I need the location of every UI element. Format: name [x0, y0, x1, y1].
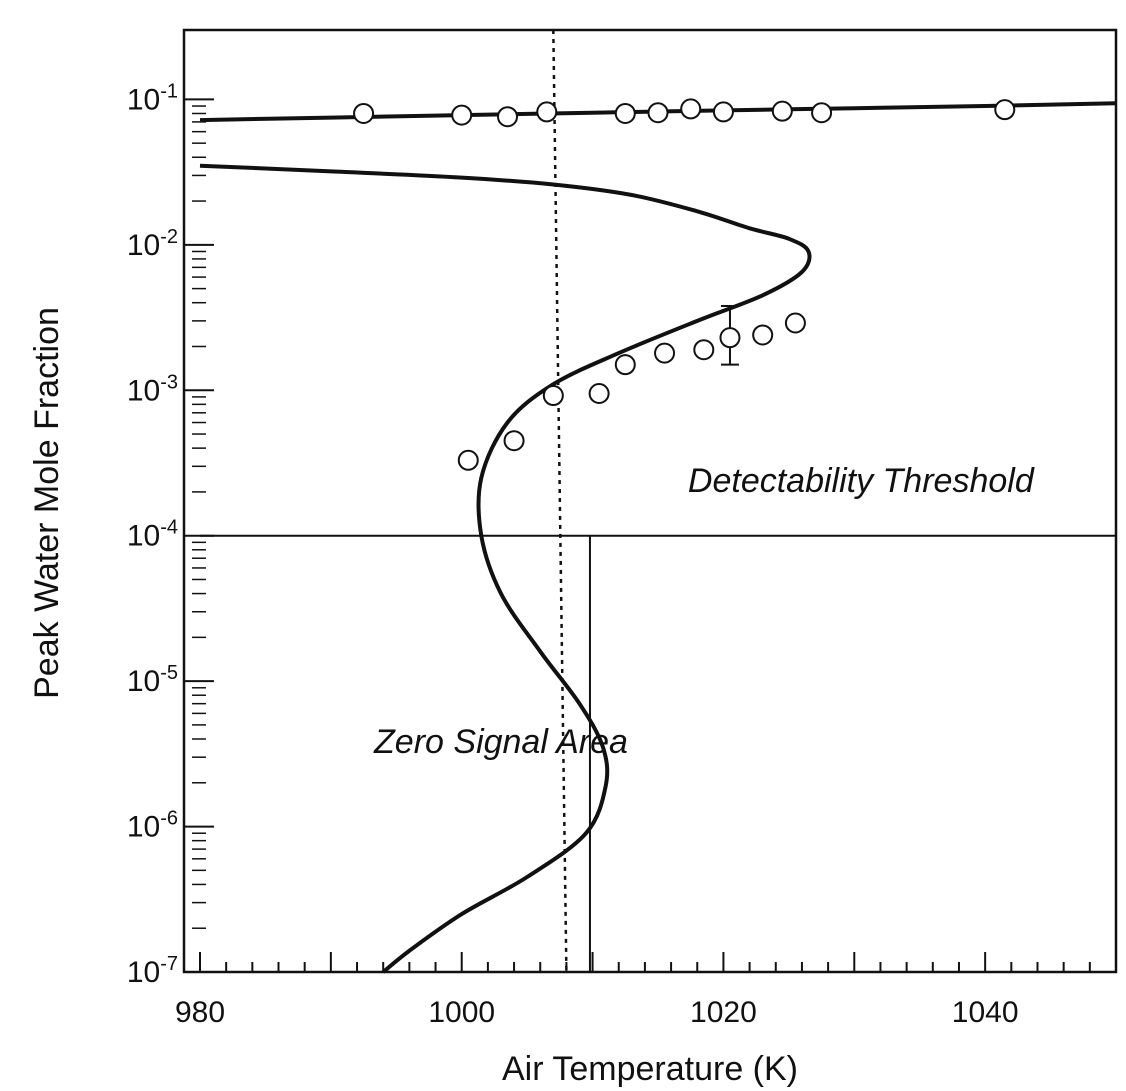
- y-tick-base: 10: [127, 520, 160, 553]
- data-point: [542, 385, 564, 407]
- x-tick-label: 1020: [690, 996, 757, 1029]
- y-tick-label: 10-4: [127, 517, 178, 553]
- data-lines: [199, 29, 1117, 974]
- y-tick-exponent: -2: [160, 226, 178, 248]
- data-point: [647, 102, 669, 124]
- data-point: [536, 101, 558, 123]
- vertical-line-4: [552, 29, 568, 973]
- y-axis-title: Peak Water Mole Fraction: [28, 307, 66, 699]
- plot-frame: [182, 28, 1118, 974]
- annotation-zero-signal-area: Zero Signal Area: [373, 723, 628, 761]
- y-tick-label: 10-5: [127, 662, 178, 698]
- y-tick-label: 10-3: [127, 371, 178, 407]
- x-tick-label: 1040: [952, 996, 1019, 1029]
- y-tick-exponent: -6: [160, 808, 178, 830]
- data-point: [457, 449, 479, 471]
- data-point: [503, 430, 525, 452]
- data-point: [588, 382, 610, 404]
- axes: 980 1000 1020 104010-710-610-510-410-310-21…: [127, 80, 1117, 1029]
- data-point: [811, 102, 833, 124]
- x-tick-label: 980: [175, 996, 225, 1029]
- data-markers: [353, 98, 1016, 471]
- data-point: [497, 106, 519, 128]
- data-point: [712, 101, 734, 123]
- y-tick-base: 10: [127, 83, 160, 116]
- data-point: [693, 339, 715, 361]
- y-tick-base: 10: [127, 229, 160, 262]
- y-tick-base: 10: [127, 374, 160, 407]
- data-point: [994, 99, 1016, 121]
- data-point: [614, 354, 636, 376]
- data-point: [353, 102, 375, 124]
- data-point: [654, 342, 676, 364]
- y-tick-base: 10: [127, 665, 160, 698]
- y-tick-exponent: -5: [160, 662, 178, 684]
- y-tick-label: 10-1: [127, 80, 178, 116]
- y-tick-exponent: -3: [160, 371, 178, 393]
- y-tick-exponent: -1: [160, 80, 178, 102]
- y-tick-base: 10: [127, 811, 160, 844]
- y-tick-label: 10-2: [127, 226, 178, 262]
- data-point: [752, 324, 774, 346]
- x-tick-label: 1000: [428, 996, 495, 1029]
- y-tick-exponent: -7: [160, 953, 178, 975]
- data-point: [784, 312, 806, 334]
- y-tick-label: 10-7: [127, 953, 178, 989]
- y-tick-label: 10-6: [127, 808, 178, 844]
- annotation-detectability-threshold: Detectability Threshold: [688, 462, 1035, 500]
- data-point: [451, 104, 473, 126]
- x-axis-title: Air Temperature (K): [502, 1050, 798, 1088]
- data-point: [680, 98, 702, 120]
- y-tick-exponent: -4: [160, 517, 178, 539]
- y-tick-base: 10: [127, 956, 160, 989]
- data-point: [719, 327, 741, 349]
- series-line-1: [199, 163, 812, 974]
- data-point: [771, 100, 793, 122]
- data-point: [614, 102, 636, 124]
